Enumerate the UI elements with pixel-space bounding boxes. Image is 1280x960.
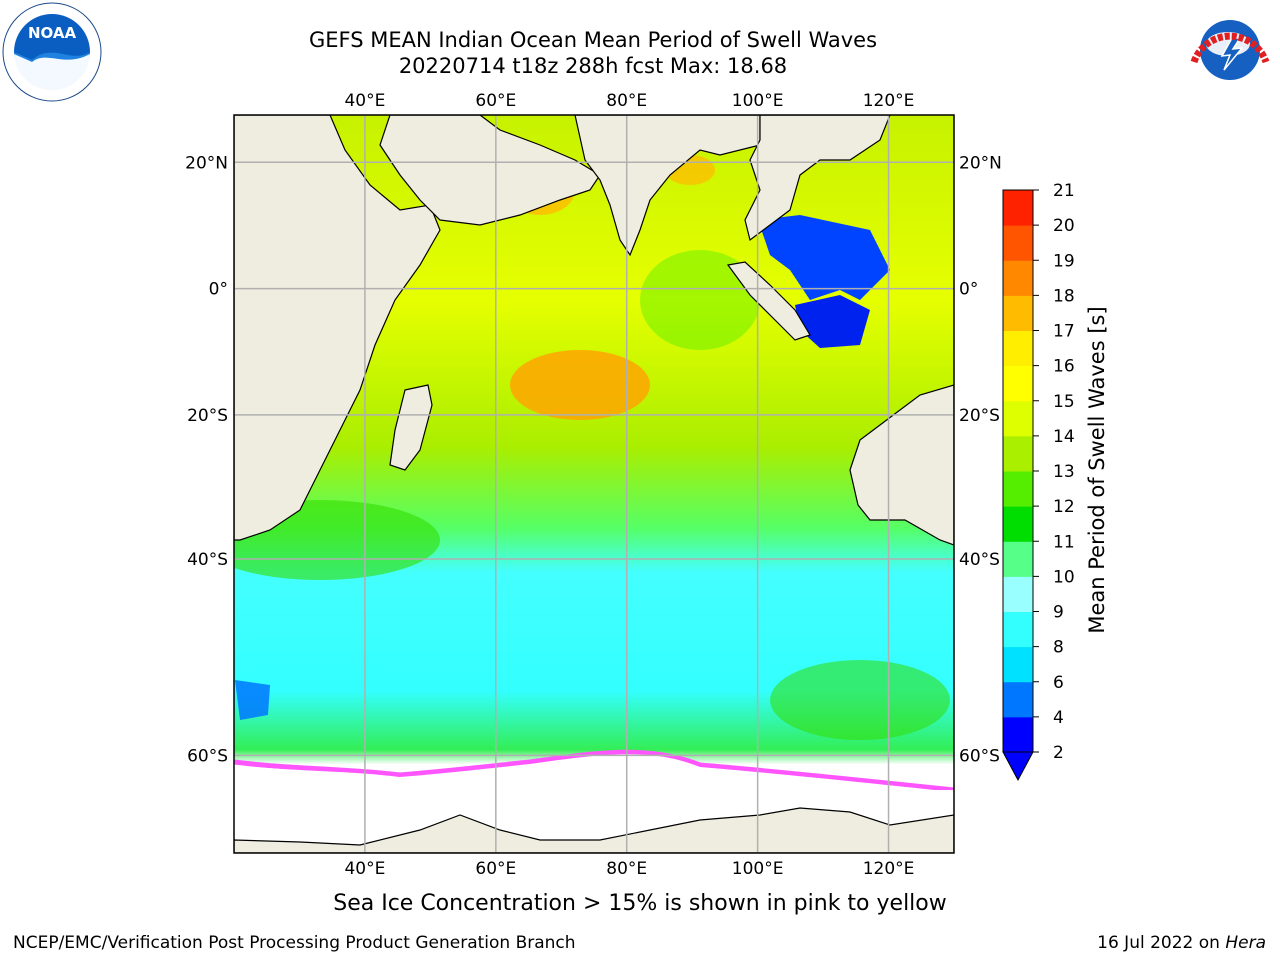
sea-ice-note: Sea Ice Concentration > 15% is shown in … [333,891,947,916]
colorbar-tick-label: 12 [1053,497,1075,517]
longitude-tick-label-bottom: 60°E [475,859,516,879]
longitude-tick-label-top: 120°E [863,91,915,111]
latitude-tick-label-left: 0° [209,280,228,300]
colorbar-swatch [1003,716,1033,753]
colorbar-tick-label: 9 [1053,603,1064,623]
map-frame [233,114,955,854]
colorbar-label: Mean Period of Swell Waves [s] [1085,306,1109,634]
footer-date-text: 16 Jul 2022 on [1097,933,1226,953]
colorbar-tick-label: 17 [1053,322,1075,342]
longitude-tick-label-top: 80°E [606,91,647,111]
noaa-logo: NOAA [2,2,102,102]
latitude-tick-label-right: 20°S [959,406,1000,426]
colorbar-tick-label: 8 [1053,638,1064,658]
colorbar-tick-label: 19 [1053,251,1075,271]
colorbar-swatch [1003,260,1033,296]
colorbar-swatch [1003,190,1033,226]
nws-logo [1182,2,1278,98]
low-period-region [758,215,890,300]
map-title: GEFS MEAN Indian Ocean Mean Period of Sw… [308,28,878,52]
latitude-tick-label-left: 20°N [185,153,228,173]
low-period-region [235,680,270,720]
high-period-patch [510,350,650,420]
latitude-tick-label-right: 0° [959,280,978,300]
colorbar-swatch [1003,681,1033,718]
green-band [770,660,950,740]
longitude-tick-label-bottom: 100°E [732,859,784,879]
map-subtitle: 20220714 t18z 288h fcst Max: 18.68 [398,54,788,78]
colorbar-tick-label: 2 [1053,743,1064,763]
latitude-tick-label-right: 20°N [959,153,1002,173]
longitude-tick-label-bottom: 40°E [344,859,385,879]
longitude-tick-label-top: 40°E [344,91,385,111]
longitude-tick-label-bottom: 80°E [606,859,647,879]
noaa-logo-text: NOAA [28,24,77,42]
low-period-region [795,295,870,348]
latitude-tick-label-left: 40°S [187,550,228,570]
arabia-land [379,115,601,226]
latitude-tick-label-left: 20°S [187,406,228,426]
colorbar-tick-label: 14 [1053,427,1075,447]
colorbar-swatch [1003,646,1033,683]
longitude-tick-label-bottom: 120°E [863,859,915,879]
africa-land [234,115,441,541]
colorbar-swatch [1003,295,1033,331]
colorbar-swatch [1003,225,1033,261]
colorbar-swatch [1003,576,1033,612]
colorbar-swatch [1003,471,1033,507]
colorbar-tick-label: 16 [1053,357,1075,377]
latitude-tick-label-left: 60°S [187,746,228,766]
colorbar-swatch [1003,541,1033,577]
colorbar-swatch [1003,400,1033,437]
colorbar-tick-label: 20 [1053,216,1075,236]
longitude-tick-label-top: 60°E [475,91,516,111]
sea-ice-edge [234,749,954,793]
colorbar-extend-arrow [1002,751,1034,782]
sea-ice-region [234,754,954,800]
madagascar-land [389,384,433,471]
colorbar-swatch [1003,435,1033,472]
colorbar-swatch [1003,506,1033,542]
colorbar-tick-label: 15 [1053,392,1075,412]
colorbar-tick-label: 21 [1053,181,1075,201]
southeast-asia-land [744,115,891,242]
latitude-tick-label-right: 60°S [959,746,1000,766]
colorbar-swatch [1003,611,1033,648]
colorbar-swatch [1003,365,1033,402]
antarctica-land [234,807,954,853]
colorbar-swatch [1003,330,1033,367]
colorbar-tick-label: 6 [1053,673,1064,693]
footer-credit: NCEP/EMC/Verification Post Processing Pr… [13,933,576,953]
australia-land [849,384,954,546]
latitude-tick-label-right: 40°S [959,550,1000,570]
colorbar-tick-label: 13 [1053,462,1075,482]
colorbar-tick-label: 4 [1053,708,1064,728]
footer-date: 16 Jul 2022 on Hera [1097,933,1266,953]
colorbar-tick-label: 18 [1053,286,1075,306]
longitude-tick-label-top: 100°E [732,91,784,111]
colorbar-tick-label: 11 [1053,532,1075,552]
footer-host: Hera [1225,933,1266,953]
colorbar-tick-label: 10 [1053,567,1075,587]
green-band [640,250,760,350]
india-land [574,115,761,257]
